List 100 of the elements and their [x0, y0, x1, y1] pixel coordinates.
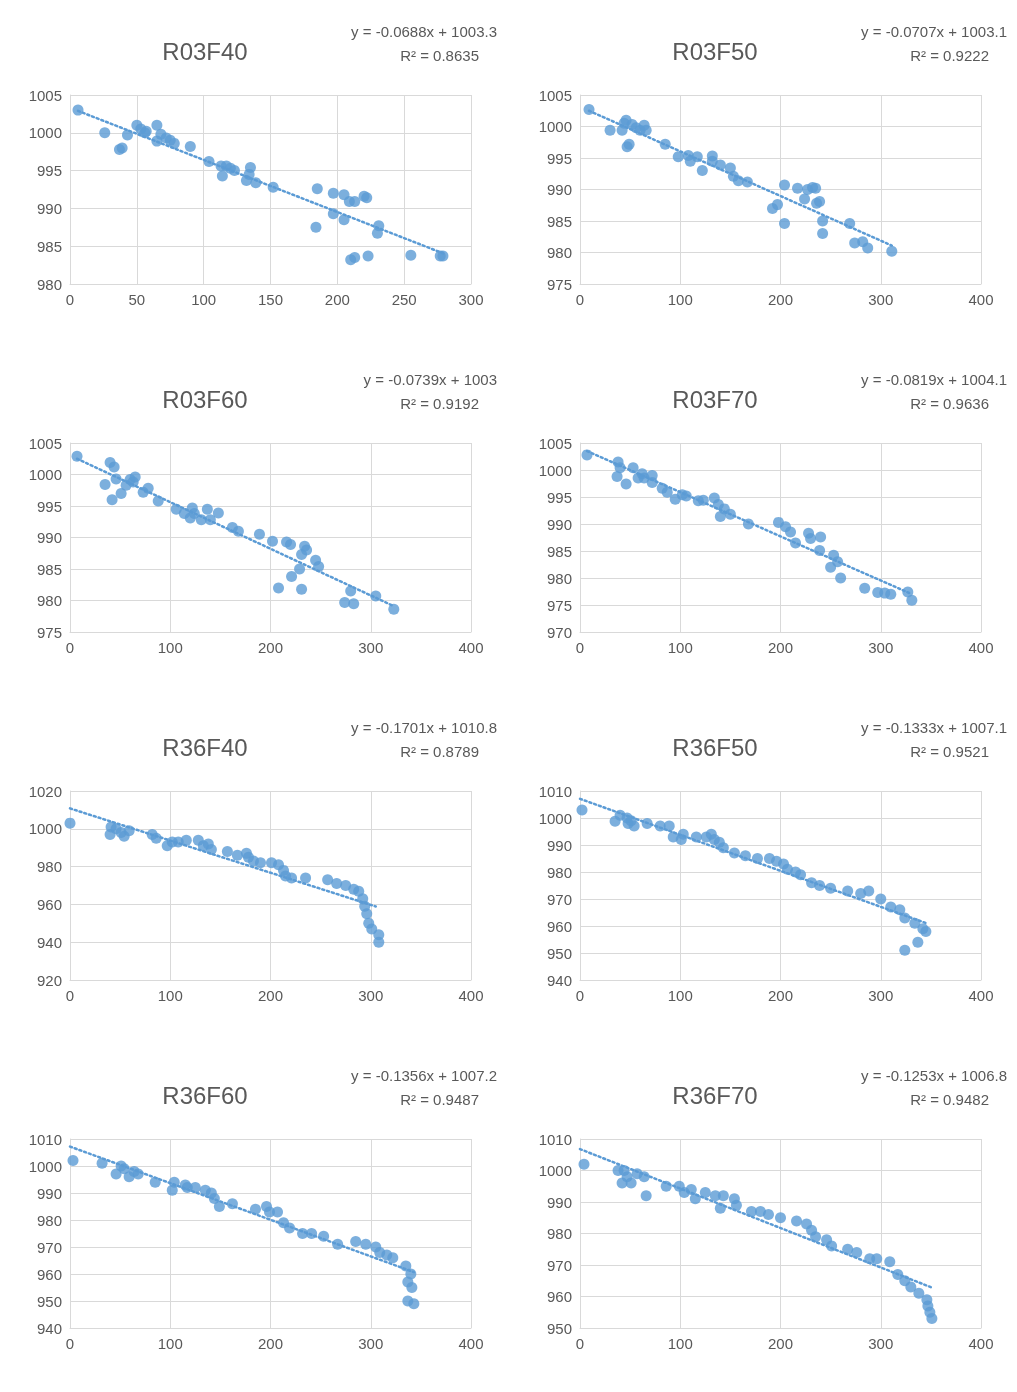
y-tick-label: 1000 — [538, 1162, 572, 1179]
y-tick-label: 1000 — [538, 809, 572, 827]
chart-title: R03F50 — [672, 37, 758, 65]
x-tick-label: 200 — [257, 1335, 284, 1352]
x-tick-label: 200 — [767, 987, 794, 1004]
text: R² = 0.9482 — [910, 1091, 989, 1108]
x-tick-label: 0 — [575, 291, 585, 308]
chart-title: R36F40 — [162, 733, 248, 761]
x-tick-label: 200 — [767, 291, 794, 308]
y-tick-label: 940 — [546, 971, 572, 989]
chart-title: R03F60 — [162, 385, 248, 413]
text: y = -0.0819x + 1004.1 — [861, 371, 1007, 388]
y-tick-label: 985 — [546, 542, 572, 560]
y-tick-label: 980 — [36, 1211, 62, 1229]
y-tick-label: 1000 — [28, 466, 62, 483]
x-tick-label: 200 — [257, 639, 284, 656]
y-tick-label: 1000 — [538, 461, 572, 479]
y-tick-label: 980 — [546, 569, 572, 587]
text: y = -0.0688x + 1003.3 — [351, 23, 497, 40]
chart-title: R36F50 — [672, 733, 758, 761]
x-tick-label: 300 — [868, 1335, 894, 1352]
y-tick-label: 1020 — [28, 782, 62, 800]
x-tick-label: 0 — [575, 987, 585, 1004]
text: R² = 0.8635 — [400, 47, 479, 64]
text: y = -0.0707x + 1003.1 — [861, 23, 1007, 40]
x-tick-label: 400 — [458, 987, 484, 1004]
y-tick-label: 950 — [546, 1319, 572, 1337]
y-tick-label: 1010 — [28, 1130, 62, 1148]
x-tick-label: 100 — [667, 987, 693, 1004]
x-tick-label: 100 — [157, 1335, 183, 1352]
chart-title: R36F60 — [162, 1081, 248, 1109]
x-tick-label: 100 — [667, 639, 693, 656]
y-tick-label: 985 — [546, 212, 572, 230]
chart-title: R36F70 — [672, 1081, 758, 1109]
text: R² = 0.9222 — [910, 47, 989, 64]
y-tick-label: 950 — [36, 1292, 62, 1310]
text: R² = 0.9487 — [400, 1091, 479, 1108]
x-tick-label: 0 — [65, 1335, 75, 1352]
x-tick-label: 300 — [358, 987, 384, 1004]
y-tick-label: 1005 — [28, 86, 62, 104]
y-tick-label: 1005 — [28, 434, 62, 452]
y-tick-label: 980 — [546, 1225, 572, 1242]
x-tick-label: 100 — [157, 987, 183, 1004]
y-tick-label: 980 — [36, 592, 62, 609]
x-tick-label: 250 — [391, 291, 417, 308]
x-tick-label: 400 — [968, 987, 994, 1004]
y-tick-label: 960 — [546, 1288, 572, 1305]
y-tick-label: 995 — [36, 497, 62, 515]
y-tick-label: 970 — [546, 623, 572, 641]
text: R² = 0.8789 — [400, 743, 479, 760]
x-tick-label: 400 — [458, 1335, 484, 1352]
y-tick-label: 980 — [546, 244, 572, 261]
y-tick-label: 990 — [36, 199, 62, 217]
y-tick-label: 985 — [36, 237, 62, 255]
text: y = -0.1701x + 1010.8 — [351, 719, 497, 736]
y-tick-label: 980 — [36, 275, 62, 293]
x-tick-label: 100 — [191, 291, 217, 308]
x-tick-label: 100 — [157, 639, 183, 656]
x-tick-label: 200 — [257, 987, 284, 1004]
y-tick-label: 990 — [546, 181, 572, 198]
y-tick-label: 940 — [36, 1319, 62, 1337]
x-tick-label: 0 — [65, 291, 75, 308]
x-tick-label: 400 — [458, 639, 484, 656]
x-tick-label: 200 — [767, 1335, 794, 1352]
y-tick-label: 960 — [36, 1265, 62, 1283]
x-tick-label: 200 — [767, 639, 794, 656]
x-tick-label: 300 — [868, 291, 894, 308]
y-tick-label: 990 — [546, 515, 572, 533]
y-tick-label: 1010 — [538, 1130, 572, 1148]
x-tick-label: 50 — [128, 291, 146, 308]
y-tick-label: 1000 — [28, 1157, 62, 1175]
x-tick-label: 300 — [458, 291, 484, 308]
x-tick-label: 400 — [968, 639, 994, 656]
y-tick-label: 995 — [546, 488, 572, 506]
x-tick-label: 300 — [868, 987, 894, 1004]
y-tick-label: 1005 — [538, 434, 572, 452]
x-tick-label: 200 — [324, 291, 350, 308]
chart-title: R03F40 — [162, 37, 248, 65]
text: R² = 0.9636 — [910, 395, 989, 412]
x-tick-label: 0 — [575, 639, 585, 656]
y-tick-label: 970 — [36, 1238, 62, 1256]
y-tick-label: 950 — [546, 944, 572, 962]
y-tick-label: 1005 — [538, 86, 572, 104]
x-tick-label: 300 — [358, 1335, 384, 1352]
x-tick-label: 300 — [358, 639, 384, 656]
y-tick-label: 990 — [546, 1193, 572, 1211]
y-tick-label: 975 — [546, 596, 572, 614]
y-tick-label: 980 — [36, 858, 62, 876]
x-tick-label: 0 — [65, 987, 75, 1004]
text: R² = 0.9521 — [910, 743, 989, 760]
y-tick-label: 920 — [36, 971, 62, 989]
text: y = -0.1333x + 1007.1 — [861, 719, 1007, 736]
y-tick-label: 940 — [36, 933, 62, 951]
y-tick-label: 1010 — [538, 782, 572, 800]
text: y = -0.0739x + 1003 — [363, 371, 497, 388]
x-tick-label: 300 — [868, 639, 894, 656]
y-tick-label: 970 — [546, 890, 572, 908]
x-tick-label: 0 — [65, 639, 75, 656]
y-tick-label: 975 — [36, 623, 62, 641]
y-tick-label: 990 — [36, 1184, 62, 1202]
